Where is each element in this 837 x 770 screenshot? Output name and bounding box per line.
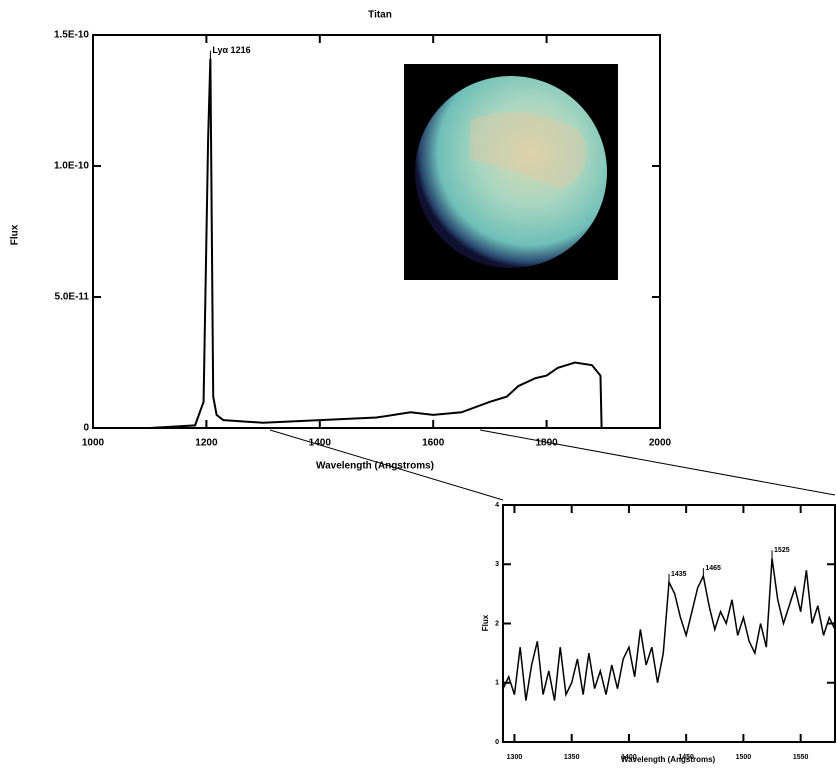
zoom-connector [269,429,504,501]
x-tick-label: 1000 [82,438,105,449]
y-tick-label: 0 [83,423,89,434]
y-tick-label: 5.0E-11 [55,292,90,303]
x-tick-label: 1300 [507,754,523,761]
spectrum-line [149,58,603,429]
annotation: 1435 [671,571,687,578]
chart-title: Titan [368,10,392,21]
zoom-connector [479,429,836,496]
y-tick-label: 1 [495,680,499,687]
y-tick-label: 3 [495,561,499,568]
x-tick-label: 1200 [195,438,218,449]
titan-image [404,64,618,280]
x-tick-label: 1800 [535,438,558,449]
main-plot-frame [92,34,661,429]
x-tick-label: 1400 [309,438,332,449]
inset-y-axis-label: Flux [481,614,490,631]
y-tick-label: 1.5E-10 [54,30,89,41]
annotation: 1525 [774,547,790,554]
x-tick-label: 1450 [678,754,694,761]
annotation: 1465 [705,565,721,572]
annotation: Lyα 1216 [212,45,250,55]
x-tick-label: 1500 [736,754,752,761]
x-tick-label: 1600 [422,438,445,449]
x-tick-label: 1550 [793,754,809,761]
y-tick-label: 2 [495,620,499,627]
x-tick-label: 1350 [564,754,580,761]
y-axis-label: Flux [10,224,21,245]
y-tick-label: 4 [495,502,499,509]
x-tick-label: 1400 [621,754,637,761]
x-tick-label: 2000 [649,438,672,449]
inset-x-axis-label: Wavelength (Angstroms) [621,755,716,764]
y-tick-label: 0 [495,739,499,746]
inset-plot-frame [502,504,836,743]
y-tick-label: 1.0E-10 [54,161,89,172]
x-axis-label: Wavelength (Angstroms) [316,461,434,472]
